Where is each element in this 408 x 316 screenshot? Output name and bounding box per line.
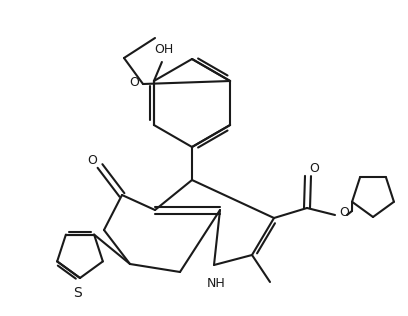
Text: O: O — [309, 161, 319, 174]
Text: O: O — [87, 154, 97, 167]
Text: NH: NH — [206, 277, 225, 290]
Text: O: O — [339, 206, 349, 220]
Text: OH: OH — [154, 43, 173, 56]
Text: O: O — [129, 76, 139, 89]
Text: S: S — [73, 286, 82, 300]
